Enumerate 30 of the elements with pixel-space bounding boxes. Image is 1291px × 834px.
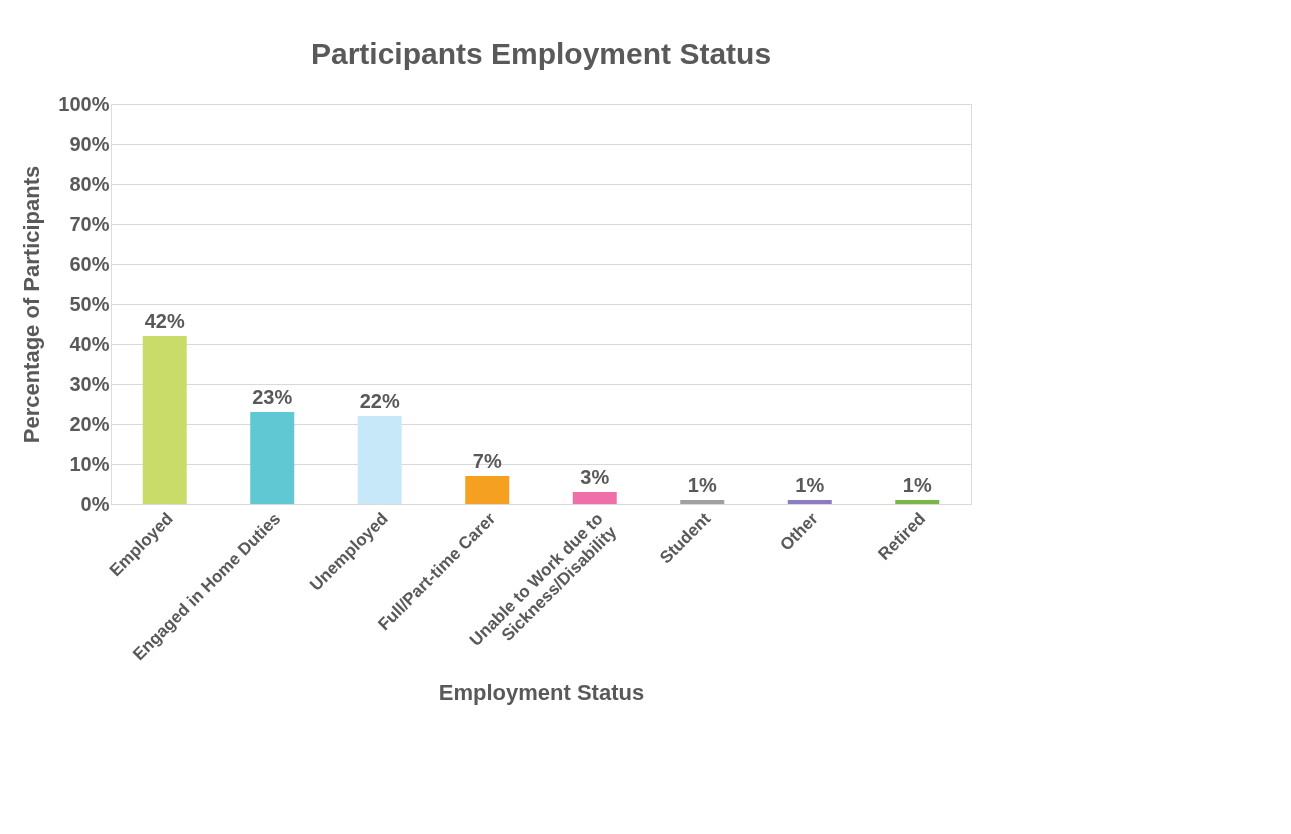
y-tick-label: 30% xyxy=(69,372,110,395)
bar xyxy=(357,416,402,504)
y-tick-label: 10% xyxy=(69,452,110,475)
bar xyxy=(250,412,295,504)
bar xyxy=(895,500,940,504)
y-tick-label: 20% xyxy=(69,412,110,435)
x-axis-title: Employment Status xyxy=(438,680,645,706)
data-label: 7% xyxy=(472,450,502,472)
data-label: 1% xyxy=(902,474,932,496)
bar xyxy=(142,336,187,504)
y-tick-label: 80% xyxy=(69,172,110,195)
y-tick-label: 90% xyxy=(69,132,110,155)
data-label: 23% xyxy=(252,386,293,408)
y-tick-label: 40% xyxy=(69,332,110,355)
data-label: 42% xyxy=(144,310,185,332)
data-label: 1% xyxy=(795,474,825,496)
y-tick-label: 70% xyxy=(69,212,110,235)
data-label: 1% xyxy=(687,474,717,496)
data-label: 3% xyxy=(580,466,610,488)
y-tick-label: 60% xyxy=(69,252,110,275)
bar xyxy=(572,492,617,504)
y-tick-label: 100% xyxy=(58,92,110,115)
bar xyxy=(465,476,510,504)
y-axis-title: Percentage of Participants xyxy=(19,165,45,444)
data-label: 22% xyxy=(359,390,400,412)
chart-title: Participants Employment Status xyxy=(310,37,772,70)
bar xyxy=(680,500,725,504)
bar xyxy=(787,500,832,504)
y-tick-label: 50% xyxy=(69,292,110,315)
y-tick-label: 0% xyxy=(80,492,110,515)
